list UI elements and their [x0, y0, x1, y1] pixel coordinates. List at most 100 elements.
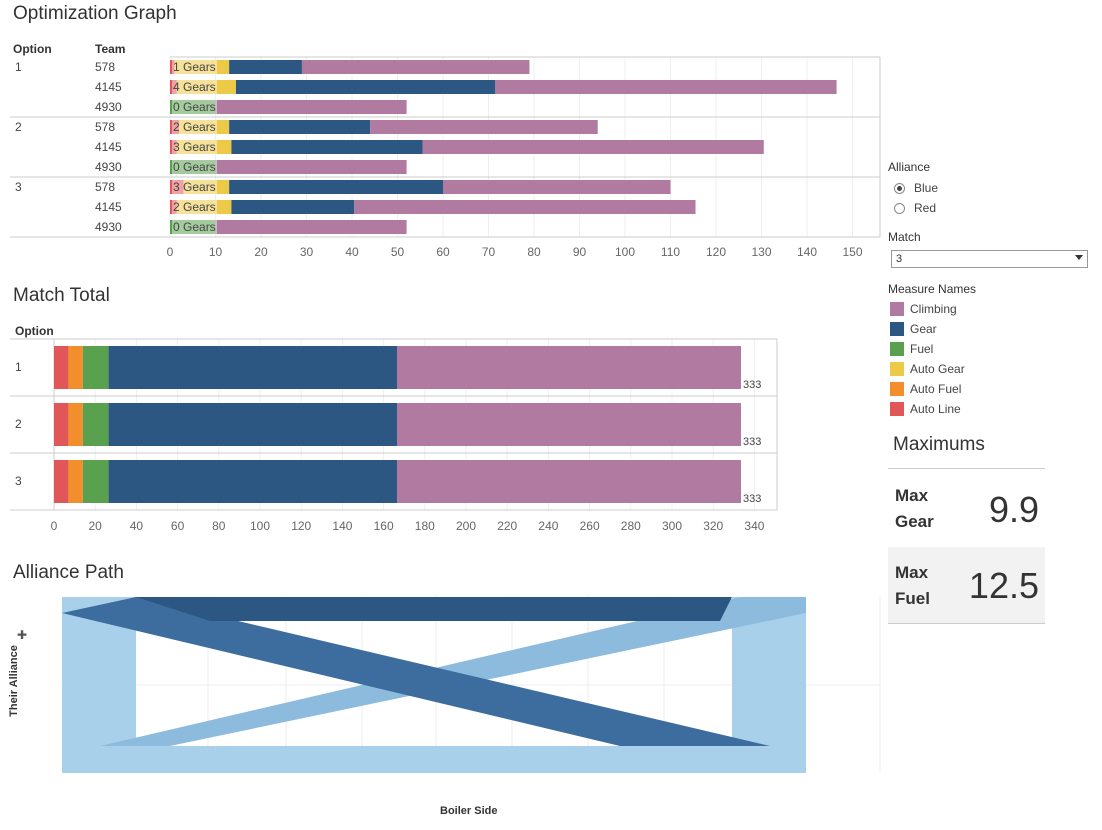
bar-segment-climbing[interactable]: [215, 220, 407, 234]
bar-segment-auto-line[interactable]: [170, 120, 180, 134]
match-total-title: Match Total: [13, 285, 110, 306]
optimization-graph-title: Optimization Graph: [13, 3, 177, 24]
alliance-filter-title: Alliance: [888, 160, 931, 174]
match-filter-title: Match: [888, 230, 921, 244]
bar-segment-climbing[interactable]: [422, 140, 764, 154]
bar-segment-auto-line[interactable]: [170, 200, 177, 214]
total-label: 333: [743, 436, 762, 448]
bar-segment-auto-line[interactable]: [54, 460, 69, 503]
bar-segment-gear[interactable]: [229, 120, 371, 134]
x-tick-label: 20: [254, 245, 268, 259]
legend-swatch: [890, 402, 904, 416]
divider: [888, 468, 1045, 469]
bar-segment-auto-line[interactable]: [54, 403, 69, 446]
x-tick-label: 60: [170, 519, 185, 533]
bar-segment-climbing[interactable]: [215, 160, 407, 174]
legend-swatch: [890, 322, 904, 336]
alliance-option-blue[interactable]: Blue: [894, 181, 938, 195]
bar-segment-gear[interactable]: [229, 180, 443, 194]
bar-segment-climbing[interactable]: [396, 346, 742, 389]
radio-icon: [894, 202, 905, 214]
x-tick-label: 180: [414, 519, 435, 533]
bar-segment-gear[interactable]: [229, 60, 302, 74]
legend-item[interactable]: Auto Line: [890, 401, 961, 417]
option-label: 3: [15, 474, 22, 488]
bar-segment-climbing[interactable]: [370, 120, 598, 134]
max-gear-label-2: Gear: [895, 512, 934, 531]
bar-segment-auto-fuel[interactable]: [68, 460, 83, 503]
bar-segment-gear[interactable]: [108, 346, 397, 389]
x-tick-label: 120: [291, 519, 312, 533]
option-label: 3: [15, 180, 22, 194]
max-gear-value: 9.9: [988, 489, 1039, 530]
bar-segment-auto-line[interactable]: [170, 80, 177, 94]
legend-title: Measure Names: [888, 282, 977, 296]
bar-segment-fuel[interactable]: [170, 100, 216, 114]
bar-segment-fuel[interactable]: [82, 346, 109, 389]
legend-label: Auto Gear: [910, 362, 965, 376]
bar-segment-auto-line[interactable]: [170, 60, 175, 74]
bar-segment-auto-fuel[interactable]: [68, 346, 83, 389]
bar-segment-climbing[interactable]: [396, 403, 742, 446]
bar-segment-fuel[interactable]: [82, 460, 109, 503]
legend-item[interactable]: Auto Gear: [890, 361, 965, 377]
bar-segment-climbing[interactable]: [301, 60, 530, 74]
gears-label: 0 Gears: [172, 160, 217, 174]
match-select[interactable]: 3: [891, 250, 1088, 268]
bar-segment-auto-gear[interactable]: [174, 60, 230, 74]
legend-item[interactable]: Climbing: [890, 301, 957, 317]
bar-segment-fuel[interactable]: [170, 220, 216, 234]
x-tick-label: 10: [208, 245, 223, 259]
path-bottom-band: [62, 746, 806, 773]
pin-icon[interactable]: ✚: [17, 628, 28, 642]
max-gear-card: Max Gear 9.9: [888, 470, 1045, 547]
maximums-title: Maximums: [893, 434, 985, 455]
bar-segment-auto-line[interactable]: [54, 346, 69, 389]
x-tick-label: 320: [703, 519, 724, 533]
bar-segment-climbing[interactable]: [443, 180, 671, 194]
bar-segment-gear[interactable]: [108, 403, 397, 446]
bar-segment-climbing[interactable]: [396, 460, 742, 503]
bar-segment-gear[interactable]: [231, 200, 355, 214]
bar-segment-fuel[interactable]: [82, 403, 109, 446]
alliance-option-red[interactable]: Red: [894, 201, 936, 215]
bar-segment-gear[interactable]: [108, 460, 397, 503]
x-tick-label: 150: [842, 245, 863, 259]
bar-segment-climbing[interactable]: [354, 200, 696, 214]
x-tick-label: 260: [579, 519, 600, 533]
bar-segment-climbing[interactable]: [215, 100, 407, 114]
bar-segment-gear[interactable]: [231, 140, 423, 154]
bar-segment-auto-line[interactable]: [170, 180, 184, 194]
bar-segment-auto-fuel[interactable]: [68, 403, 83, 446]
x-tick-label: 130: [751, 245, 772, 259]
legend-swatch: [890, 342, 904, 356]
bar-segment-auto-gear[interactable]: [176, 200, 232, 214]
bar-segment-auto-gear[interactable]: [183, 180, 230, 194]
bar-segment-gear[interactable]: [235, 80, 496, 94]
match-total-option-header: Option: [15, 324, 54, 338]
x-tick-label: 0: [166, 245, 174, 259]
max-gear-label-1: Max: [895, 486, 929, 505]
bar-segment-auto-gear[interactable]: [176, 80, 236, 94]
alliance-path-x-label: Boiler Side: [440, 805, 498, 817]
bar-segment-climbing[interactable]: [495, 80, 837, 94]
bar-segment-auto-gear[interactable]: [176, 140, 232, 154]
x-tick-label: 140: [332, 519, 353, 533]
legend-item[interactable]: Gear: [890, 321, 937, 337]
bar-segment-fuel[interactable]: [170, 160, 216, 174]
legend-swatch: [890, 382, 904, 396]
x-tick-label: 90: [572, 245, 587, 259]
legend-item[interactable]: Fuel: [890, 341, 933, 357]
radio-icon: [894, 182, 905, 194]
x-tick-label: 100: [250, 519, 271, 533]
x-tick-label: 50: [390, 245, 405, 259]
bar-segment-auto-line[interactable]: [170, 140, 177, 154]
divider: [888, 623, 1045, 624]
x-tick-label: 220: [497, 519, 518, 533]
x-tick-label: 140: [797, 245, 818, 259]
legend-item[interactable]: Auto Fuel: [890, 381, 961, 397]
x-tick-label: 40: [345, 245, 359, 259]
bar-segment-auto-gear[interactable]: [179, 120, 230, 134]
gears-label: 2 Gears: [172, 120, 217, 134]
team-label: 578: [95, 120, 116, 134]
